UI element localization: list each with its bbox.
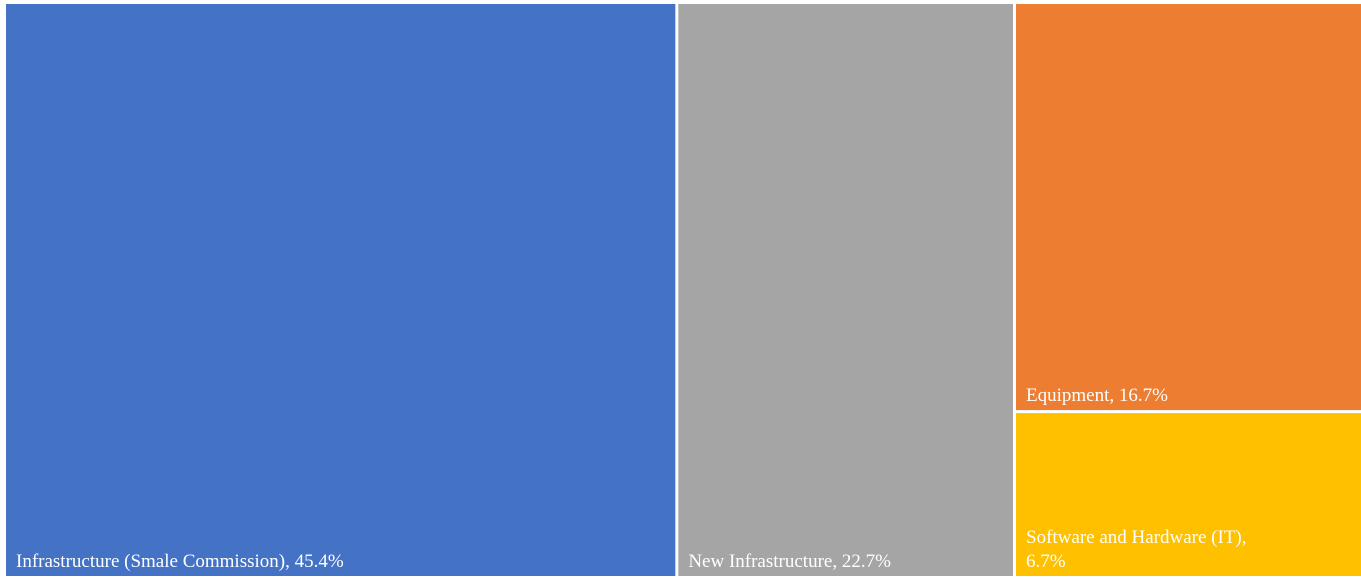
data-label-software-and-hardware-it-line-1: Software and Hardware (IT), bbox=[1026, 527, 1247, 548]
treemap-tile-software-and-hardware-it bbox=[1016, 413, 1361, 576]
data-label-new-infrastructure: New Infrastructure, 22.7% bbox=[688, 551, 891, 572]
treemap-tile-equipment bbox=[1016, 4, 1361, 411]
treemap-tile-infrastructure-smale-commission bbox=[6, 4, 676, 576]
data-label-equipment: Equipment, 16.7% bbox=[1026, 385, 1168, 406]
data-label-software-and-hardware-it-line-2: 6.7% bbox=[1026, 551, 1066, 572]
data-label-infrastructure-smale-commission: Infrastructure (Smale Commission), 45.4% bbox=[16, 551, 344, 572]
treemap-tile-new-infrastructure bbox=[678, 4, 1014, 576]
